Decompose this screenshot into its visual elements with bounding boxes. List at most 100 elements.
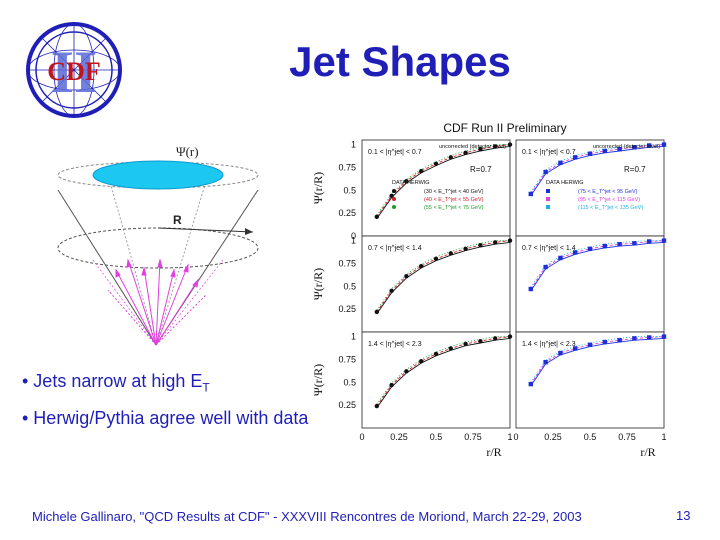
y-tick-label: 1 [351,332,356,342]
data-point [661,142,667,147]
mc-curve [530,144,665,195]
y-tick-label: 1 [351,140,356,150]
data-point [493,240,498,245]
y-tick-label: 0.25 [338,304,356,314]
data-point [463,341,468,347]
data-point [404,369,409,374]
legend-entry: (115 < E_T^jet < 135 GeV) [578,205,643,211]
data-point [602,339,607,345]
data-point [433,161,439,166]
data-point [374,214,379,219]
data-point [528,381,533,387]
data-point [448,155,453,160]
data-point [528,191,533,197]
mc-curve [376,240,510,311]
legend-entry: (55 < E_T^jet < 75 GeV) [424,205,484,211]
legend-entry: (40 < E_T^jet < 55 GeV) [424,197,484,203]
data-point [389,382,394,388]
data-point [507,334,513,339]
legend-marker [392,189,396,193]
data-point [493,336,498,341]
data-point [389,193,394,198]
data-point [404,178,409,184]
mc-curve [376,144,510,216]
data-point [419,263,424,269]
data-point [528,286,533,292]
data-point [587,246,593,251]
cone-disc [92,160,224,190]
mc-curve [376,336,511,407]
cone-r-label: R [173,213,182,227]
chart-title: CDF Run II Preliminary [443,121,566,135]
legend-title: DATA HERWIG [392,180,430,186]
data-point [433,351,439,357]
legend-entry: (75 < E_T^jet < 95 GeV) [578,189,638,195]
y-tick-label: 0.5 [343,281,356,291]
x-tick-label: 0.75 [618,432,636,442]
y-tick-label: 1 [351,236,356,246]
bullet-subscript: T [202,380,210,395]
data-point [558,160,563,166]
data-point [463,246,468,251]
data-point [478,242,483,248]
data-point [374,309,379,315]
eta-range-label: 0.1 < |η^jet| < 0.7 [522,149,576,156]
legend-entry: (95 < E_T^jet < 115 GeV) [578,197,640,203]
detector-level-note: uncorrected (detector level) [439,144,506,150]
logo-text: CDF [47,57,100,86]
x-axis-label: r/R [640,445,655,459]
data-point [507,142,513,147]
mc-curve [530,241,665,292]
cone-psi-label: Ψ(r) [176,144,199,159]
slide-title: Jet Shapes [289,38,511,85]
jet-cone-diagram: R Ψ(r) [48,140,268,365]
data-point [573,346,578,351]
data-point [543,264,548,270]
y-tick-label: 0.25 [338,400,356,410]
mc-curve [376,241,511,314]
data-point [617,338,622,343]
x-tick-label: 0.25 [544,432,562,442]
y-tick-label: 0.5 [343,185,356,195]
plot-frame [515,139,665,237]
y-tick-label: 0.75 [338,354,356,364]
x-tick-label: 1 [661,432,666,442]
page-number: 13 [676,508,691,523]
x-tick-label: 0.5 [430,432,443,442]
data-point [573,250,578,255]
data-point [493,144,498,149]
mc-curve [376,145,511,219]
cdf-logo-icon: II CDF [26,22,122,118]
data-point [448,251,453,256]
eta-range-label: 0.7 < |η^jet| < 1.4 [522,245,576,252]
legend-marker [546,189,550,193]
data-point [632,241,637,246]
data-point [647,239,652,244]
data-point [587,342,593,347]
data-point [507,238,513,243]
data-point [632,145,637,150]
footer-citation: Michele Gallinaro, "QCD Results at CDF" … [32,509,582,524]
x-tick-label: 0.25 [390,432,408,442]
data-point [661,334,667,339]
plot-frame [515,235,665,333]
detector-level-note: uncorrected (detector level) [593,144,660,150]
data-point [558,255,563,261]
data-point [587,151,593,156]
legend-marker [392,197,396,201]
plot-frame [515,331,665,429]
cone-radius-label: R=0.7 [624,165,646,174]
mc-curve [376,144,511,218]
x-tick-label: 0 [359,432,364,442]
data-point [543,359,548,365]
data-point [647,335,652,340]
data-point [389,288,394,294]
eta-range-label: 1.4 < |η^jet| < 2.3 [368,341,422,348]
logo-numeral: II [51,39,98,105]
x-axis-label: r/R [486,445,501,459]
data-point [558,350,563,356]
data-point [374,403,379,409]
eta-range-label: 0.1 < |η^jet| < 0.7 [368,149,422,156]
mc-curve [376,240,511,313]
x-tick-label: 1 [507,432,512,442]
